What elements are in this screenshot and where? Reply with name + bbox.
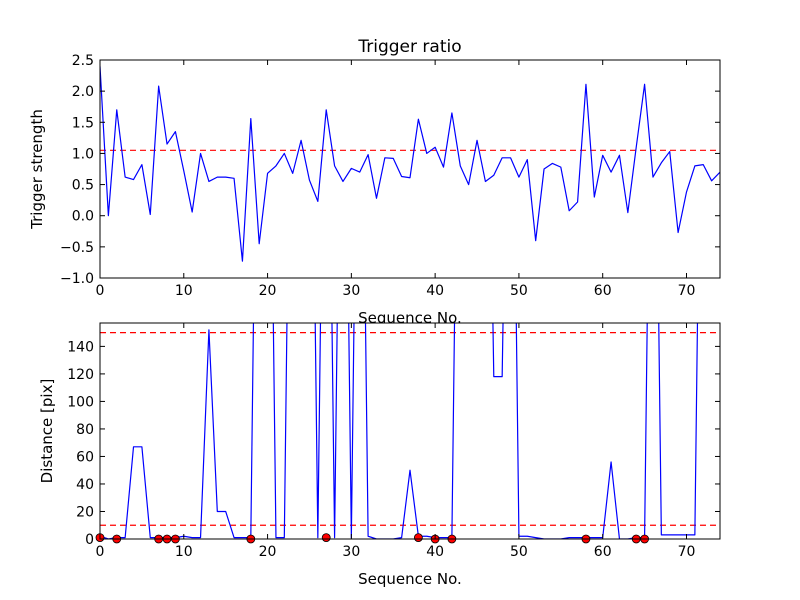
bottom-y-tick-label: 40 [76,477,94,493]
bottom-y-tick-label: 20 [76,504,94,520]
bottom-plot-frame [99,322,721,540]
top-x-tick-label: 10 [175,283,193,299]
bottom-chart: 0 10 20 30 40 50 60 70 0 20 40 60 80 100 120 140 Distan… [38,322,721,588]
top-y-tick-label: 0.0 [72,209,94,225]
top-y-tick-label: 2.0 [72,84,94,100]
top-plot-frame [99,59,721,279]
top-y-axis-label: Trigger strength [28,109,46,230]
bottom-y-tick-label: 60 [76,449,94,465]
bottom-y-axis-label: Distance [pix] [38,379,56,484]
bottom-x-tick-label: 50 [510,544,528,560]
bottom-plot-area [100,323,720,539]
bottom-y-tick-label: 140 [67,339,94,355]
bottom-x-tick-label: 70 [678,544,696,560]
bottom-y-tick-label: 120 [67,367,94,383]
bottom-x-axis-label: Sequence No. [358,570,462,588]
bottom-y-tick-label: 0 [85,532,94,548]
top-chart-title: Trigger ratio [357,37,461,57]
top-x-tick-label: 30 [342,283,360,299]
bottom-x-tick-label: 30 [342,544,360,560]
bottom-marker-point [321,533,331,543]
bottom-y-tick-label: 80 [76,422,94,438]
top-y-tick-label: 0.5 [72,178,94,194]
bottom-series-layer [100,323,699,539]
bottom-x-tick-label: 60 [594,544,612,560]
top-x-tick-label: 70 [678,283,696,299]
top-y-tick-label: 1.5 [72,115,94,131]
top-series-layer [100,66,720,262]
top-x-tick-label: 60 [594,283,612,299]
top-series-line-0 [100,66,720,262]
top-x-tick-label: 40 [426,283,444,299]
top-ticks-layer: 0 10 20 30 40 50 60 70 −1.0 −0.5 0.0 0.5 1.0 1.5 2.0 2.… [60,53,720,299]
bottom-threshold-layer [100,332,720,526]
bottom-marker-point [413,533,423,543]
top-y-tick-label: 1.0 [72,146,94,162]
top-y-tick-label: −0.5 [60,240,94,256]
bottom-x-tick-label: 40 [426,544,444,560]
top-x-tick-label: 50 [510,283,528,299]
bottom-ticks-layer: 0 10 20 30 40 50 60 70 0 20 40 60 80 100 120 140 [67,323,720,560]
bottom-series-line-0 [100,323,699,539]
bottom-x-tick-label: 0 [96,544,105,560]
top-y-tick-label: −1.0 [60,271,94,287]
top-chart: 0 10 20 30 40 50 60 70 −1.0 −0.5 0.0 0.5 1.0 1.5 2.0 2.… [28,37,721,327]
top-x-tick-label: 20 [259,283,277,299]
top-y-tick-label: 2.5 [72,53,94,69]
bottom-y-tick-label: 100 [67,394,94,410]
top-x-tick-label: 0 [96,283,105,299]
top-plot-area [100,60,720,278]
bottom-x-tick-label: 10 [175,544,193,560]
bottom-x-tick-label: 20 [259,544,277,560]
